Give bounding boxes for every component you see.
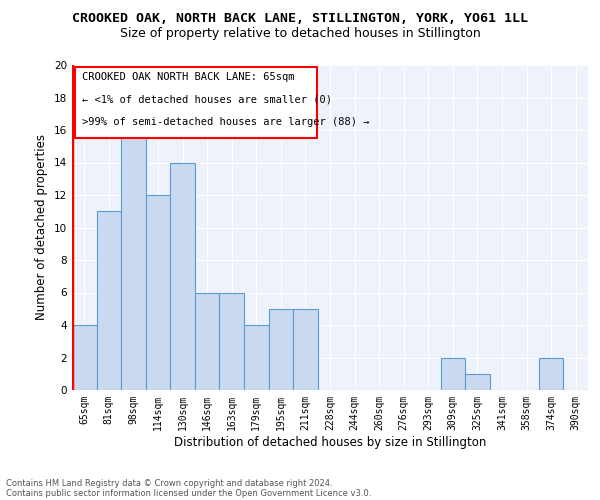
FancyBboxPatch shape (74, 66, 317, 138)
X-axis label: Distribution of detached houses by size in Stillington: Distribution of detached houses by size … (174, 436, 486, 448)
Y-axis label: Number of detached properties: Number of detached properties (35, 134, 49, 320)
Bar (269, 308, 293, 390)
Bar (146, 195, 170, 390)
Text: Contains public sector information licensed under the Open Government Licence v3: Contains public sector information licen… (6, 488, 371, 498)
Bar (170, 162, 195, 390)
Text: Size of property relative to detached houses in Stillington: Size of property relative to detached ho… (119, 28, 481, 40)
Bar (244, 325, 269, 390)
Text: CROOKED OAK, NORTH BACK LANE, STILLINGTON, YORK, YO61 1LL: CROOKED OAK, NORTH BACK LANE, STILLINGTO… (72, 12, 528, 26)
Text: CROOKED OAK NORTH BACK LANE: 65sqm: CROOKED OAK NORTH BACK LANE: 65sqm (82, 72, 295, 82)
Bar (539, 358, 563, 390)
Bar (195, 292, 220, 390)
Bar (465, 374, 490, 390)
Bar (72, 325, 97, 390)
Bar (97, 211, 121, 390)
Bar (121, 130, 146, 390)
Bar (440, 358, 465, 390)
Text: >99% of semi-detached houses are larger (88) →: >99% of semi-detached houses are larger … (82, 117, 370, 127)
Bar (293, 308, 318, 390)
Text: ← <1% of detached houses are smaller (0): ← <1% of detached houses are smaller (0) (82, 94, 332, 104)
Bar (220, 292, 244, 390)
Text: Contains HM Land Registry data © Crown copyright and database right 2024.: Contains HM Land Registry data © Crown c… (6, 478, 332, 488)
